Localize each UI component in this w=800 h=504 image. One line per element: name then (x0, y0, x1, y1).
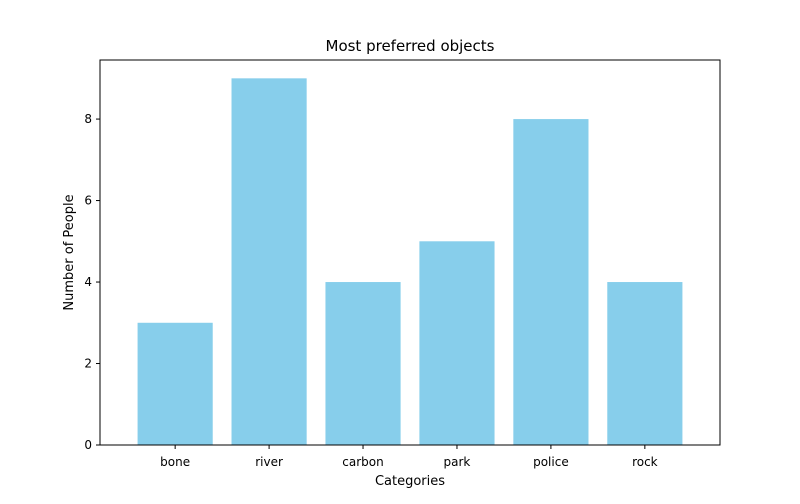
x-tick-label: park (444, 455, 471, 469)
bar-bone (137, 322, 213, 445)
x-tick-label: carbon (342, 455, 383, 469)
bar-rock (607, 282, 683, 445)
x-tick-label: bone (160, 455, 190, 469)
plot-frame (99, 59, 721, 446)
bars-layer (137, 78, 683, 446)
y-tick-label: 6 (84, 194, 92, 208)
bar-park (419, 241, 495, 445)
y-axis-label: Number of People (62, 194, 77, 310)
x-tick-label: river (255, 455, 283, 469)
bar-police (513, 119, 589, 446)
x-tick-label: rock (632, 455, 658, 469)
y-tick-label: 4 (84, 275, 92, 289)
x-tick-label: police (533, 455, 569, 469)
x-axis-ticks: bone river carbon park police rock (160, 445, 658, 469)
chart-title: Most preferred objects (326, 37, 495, 55)
y-tick-label: 8 (84, 112, 92, 126)
y-tick-label: 2 (84, 357, 92, 371)
x-axis-label: Categories (375, 474, 445, 489)
bar-carbon (325, 282, 401, 445)
y-tick-label: 0 (84, 438, 92, 452)
y-axis-ticks: 0 2 4 6 8 (84, 112, 100, 452)
bar-river (231, 78, 307, 445)
